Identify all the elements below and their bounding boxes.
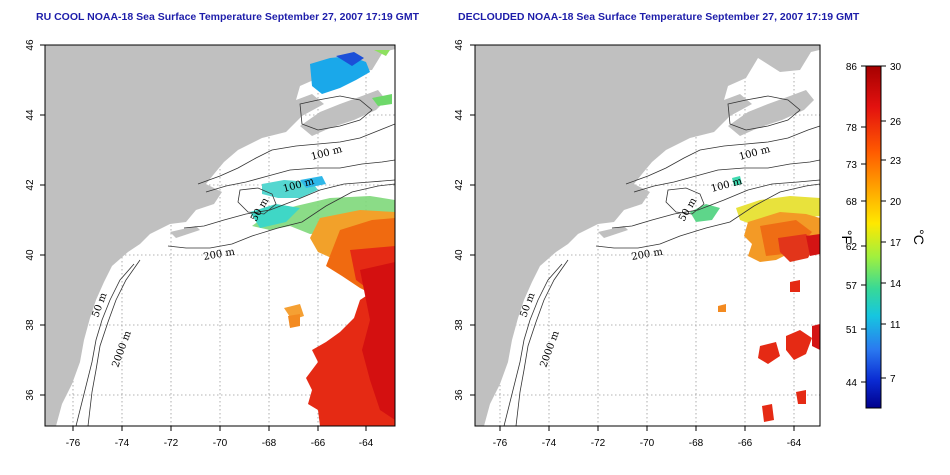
x-tick-label: -72 [591, 438, 606, 449]
isobaths-left [75, 95, 395, 426]
colorbar: 86 78 73 68 62 57 51 44 30 26 23 20 17 1… [839, 62, 927, 409]
celsius-tick: 30 [890, 62, 902, 73]
x-ticks-right: -76 -74 -72 -70 -68 -66 -64 [493, 438, 802, 449]
x-tick-label: -74 [115, 438, 130, 449]
x-tick-label: -68 [262, 438, 277, 449]
fahrenheit-tick: 44 [846, 378, 858, 389]
celsius-tick: 23 [890, 156, 902, 167]
y-tick-label: 46 [25, 39, 36, 51]
celsius-tick: 11 [890, 320, 901, 331]
celsius-tick: 26 [890, 117, 902, 128]
isobaths-right [503, 95, 820, 426]
celsius-tick: 20 [890, 197, 902, 208]
x-tick-label: -70 [640, 438, 655, 449]
x-tick-label: -70 [213, 438, 228, 449]
y-tick-label: 38 [25, 319, 36, 331]
map-title-declouded: DECLOUDED NOAA-18 Sea Surface Temperatur… [458, 11, 860, 23]
x-tick-label: -64 [359, 438, 374, 449]
celsius-unit-label: °C [911, 229, 927, 245]
sst-data-left [250, 50, 395, 426]
x-tick-label: -64 [787, 438, 802, 449]
y-tick-label: 44 [454, 109, 465, 121]
y-tick-label: 42 [454, 179, 465, 191]
y-ticks-left: 46 44 42 40 38 36 [25, 39, 36, 401]
y-tick-label: 40 [25, 249, 36, 261]
x-tick-label: -72 [164, 438, 179, 449]
x-tick-label: -76 [66, 438, 81, 449]
celsius-tick: 7 [890, 374, 896, 385]
fahrenheit-tick: 57 [846, 281, 858, 292]
y-tick-label: 40 [454, 249, 465, 261]
y-tick-label: 42 [25, 179, 36, 191]
fahrenheit-tick: 78 [846, 123, 858, 134]
colorbar-fahrenheit-ticks: 86 78 73 68 62 57 51 44 [846, 62, 858, 389]
fahrenheit-tick: 68 [846, 197, 858, 208]
x-ticks-left: -76 -74 -72 -70 -68 -66 -64 [66, 438, 374, 449]
y-tick-label: 44 [25, 109, 36, 121]
sst-data-right [690, 176, 820, 422]
x-tick-label: -68 [689, 438, 704, 449]
fahrenheit-tick: 51 [846, 325, 858, 336]
y-tick-label: 38 [454, 319, 465, 331]
fahrenheit-tick: 73 [846, 160, 858, 171]
map-title-raw: RU COOL NOAA-18 Sea Surface Temperature … [36, 11, 420, 23]
y-tick-label: 36 [454, 389, 465, 401]
fahrenheit-tick: 86 [846, 62, 858, 73]
celsius-tick: 14 [890, 279, 902, 290]
colorbar-celsius-ticks: 30 26 23 20 17 14 11 7 [890, 62, 902, 385]
fahrenheit-unit-label: °F [839, 230, 855, 244]
x-tick-label: -66 [738, 438, 753, 449]
y-tick-label: 36 [25, 389, 36, 401]
x-tick-label: -74 [542, 438, 557, 449]
map-panel-left: 100 m 100 m 50 m 200 m 50 m 2000 m -76 -… [25, 39, 396, 449]
y-tick-label: 46 [454, 39, 465, 51]
x-tick-label: -66 [311, 438, 326, 449]
fahrenheit-tick: 62 [846, 242, 858, 253]
x-tick-label: -76 [493, 438, 508, 449]
y-ticks-right: 46 44 42 40 38 36 [454, 39, 465, 401]
map-panel-right: 100 m 100 m 50 m 200 m 50 m 2000 m -76 -… [454, 39, 821, 449]
colorbar-gradient [865, 65, 882, 409]
celsius-tick: 17 [890, 238, 902, 249]
